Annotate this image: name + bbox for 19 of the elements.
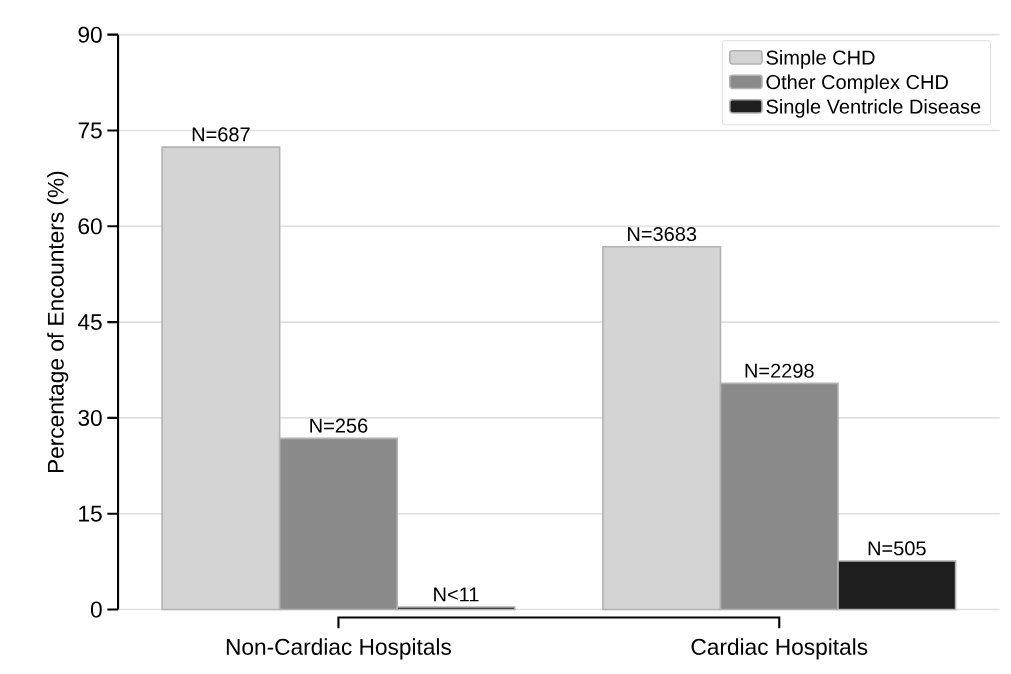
y-tick-label: 15 (79, 506, 102, 522)
annotation: N=256 (310, 418, 368, 433)
y-tick-label: 75 (78, 122, 102, 139)
annotation: N=505 (868, 541, 926, 556)
y-tick-label: 90 (78, 26, 102, 43)
y-tick-label: 0 (90, 601, 102, 618)
annotation: N=687 (192, 127, 250, 142)
y-tick-label: 60 (78, 218, 102, 235)
x-tick-label: Cardiac Hospitals (691, 638, 868, 660)
y-tick-label: 45 (77, 314, 102, 331)
legend-label: Single Ventricle Disease (766, 99, 981, 118)
y-tick-label: 30 (78, 410, 102, 427)
x-tick-label: Non-Cardiac Hospitals (226, 638, 451, 660)
y-axis-title: Percentage of Encounters (%) (47, 171, 69, 473)
annotation: N=3683 (628, 227, 697, 242)
annotation: N<11 (434, 587, 479, 602)
legend-label: Other Complex CHD (766, 74, 948, 94)
annotation: N=2298 (745, 363, 814, 379)
legend-label: Simple CHD (766, 50, 875, 69)
